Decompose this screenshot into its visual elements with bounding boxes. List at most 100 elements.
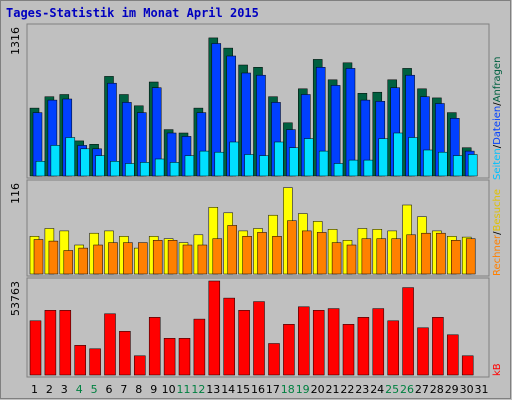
day-label-15: 15 [236, 383, 250, 396]
day-label-8: 8 [135, 383, 142, 396]
bar-kb-day-18 [283, 324, 295, 376]
bar-kb-day-12 [193, 318, 206, 376]
day-label-16: 16 [251, 383, 265, 396]
bar-rechner-day-21 [331, 242, 342, 275]
bar-kb-day-27 [417, 327, 429, 376]
bar-rechner-day-6 [108, 242, 118, 275]
bar-rechner-day-7 [123, 242, 133, 275]
bar-rechner-day-15 [242, 236, 252, 275]
bar-rechner-day-10 [167, 240, 178, 275]
bar-kb-day-15 [238, 310, 250, 376]
day-label-22: 22 [340, 383, 354, 396]
bar-rechner-day-28 [436, 232, 446, 275]
bar-rechner-day-14 [227, 225, 237, 275]
legend-sep-3: / [492, 231, 503, 235]
bar-seiten-day-7 [125, 163, 135, 177]
day-label-7: 7 [120, 383, 127, 396]
day-label-27: 27 [415, 383, 429, 396]
day-label-14: 14 [221, 383, 235, 396]
legend-rechner: Rechner [492, 234, 503, 276]
bar-seiten-day-19 [304, 138, 314, 177]
bar-kb-day-26 [402, 287, 414, 376]
bar-seiten-day-30 [467, 154, 478, 177]
bar-dateien-day-21 [330, 85, 341, 177]
bar-rechner-day-25 [391, 238, 401, 275]
bar-kb-day-8 [134, 355, 146, 376]
day-label-24: 24 [370, 383, 384, 396]
day-label-23: 23 [355, 383, 369, 396]
day-label-10: 10 [162, 383, 176, 396]
legend-anfragen: Anfragen [492, 57, 503, 103]
bar-rechner-day-22 [346, 244, 357, 275]
bar-kb-day-17 [268, 343, 280, 376]
bar-kb-day-4 [74, 345, 86, 376]
bar-rechner-day-2 [48, 240, 59, 275]
bar-kb-day-28 [432, 317, 444, 376]
requests-panel: 1316 [9, 23, 490, 179]
day-label-31: 31 [475, 383, 489, 396]
day-label-2: 2 [46, 383, 53, 396]
bar-kb-day-9 [148, 317, 161, 376]
chart-panels: 1316 116 53763 [9, 23, 490, 378]
bar-seiten-day-20 [318, 150, 329, 177]
day-label-11: 11 [177, 383, 191, 396]
legend-seiten: Seiten [492, 148, 503, 180]
bar-rechner-day-12 [197, 244, 208, 275]
bar-seiten-day-24 [378, 138, 389, 177]
bar-seiten-day-26 [408, 137, 418, 177]
kb-panel: 53763 [9, 277, 490, 378]
bar-kb-day-7 [119, 331, 131, 376]
bar-seiten-day-8 [140, 162, 150, 177]
bar-rechner-day-23 [361, 238, 372, 275]
bar-seiten-day-14 [229, 141, 239, 177]
panel-max-label: 1316 [9, 27, 22, 55]
day-label-18: 18 [281, 383, 295, 396]
bar-rechner-day-17 [272, 236, 282, 275]
day-label-9: 9 [150, 383, 157, 396]
bar-seiten-day-4 [80, 148, 90, 177]
day-label-30: 30 [460, 383, 474, 396]
panel-max-label: 116 [9, 183, 22, 204]
bar-seiten-day-27 [423, 149, 433, 177]
bar-seiten-day-16 [259, 155, 269, 177]
bar-seiten-day-1 [35, 161, 46, 177]
day-label-3: 3 [61, 383, 68, 396]
legend-kb: kB [492, 363, 503, 376]
legend-besuche: Besuche [492, 189, 503, 232]
bar-rechner-day-1 [33, 239, 44, 275]
bar-kb-day-30 [461, 355, 474, 376]
bar-seiten-day-23 [363, 159, 374, 177]
bar-seiten-day-13 [214, 151, 225, 177]
day-label-1: 1 [31, 383, 38, 396]
bar-seiten-day-6 [110, 161, 120, 177]
bar-rechner-day-3 [63, 250, 74, 275]
visits-panel: 116 [9, 179, 490, 277]
bar-kb-day-10 [163, 338, 176, 376]
bar-kb-day-13 [208, 280, 221, 376]
bar-seiten-day-28 [438, 151, 448, 177]
bar-seiten-day-25 [393, 132, 403, 177]
bar-rechner-day-9 [152, 240, 163, 275]
day-label-6: 6 [106, 383, 113, 396]
bar-rechner-day-30 [465, 238, 476, 275]
bar-seiten-day-18 [289, 147, 299, 177]
bar-kb-day-16 [253, 301, 265, 376]
bar-seiten-day-10 [169, 162, 180, 177]
bar-seiten-day-29 [453, 155, 463, 177]
panel-max-label: 53763 [9, 281, 22, 316]
side-legend: Seiten/Dateien/Anfragen Rechner/Besuche … [492, 57, 503, 376]
bar-kb-day-29 [447, 334, 459, 376]
bar-kb-day-2 [44, 310, 57, 376]
day-label-21: 21 [326, 383, 340, 396]
legend-sep-2: / [492, 102, 503, 106]
bar-seiten-day-12 [199, 150, 210, 177]
bar-seiten-day-15 [244, 154, 254, 177]
bar-kb-day-22 [342, 324, 355, 376]
bar-rechner-day-27 [421, 232, 431, 275]
bar-kb-day-23 [357, 317, 370, 376]
day-label-5: 5 [91, 383, 98, 396]
bar-kb-day-21 [327, 308, 340, 376]
day-label-12: 12 [191, 383, 205, 396]
